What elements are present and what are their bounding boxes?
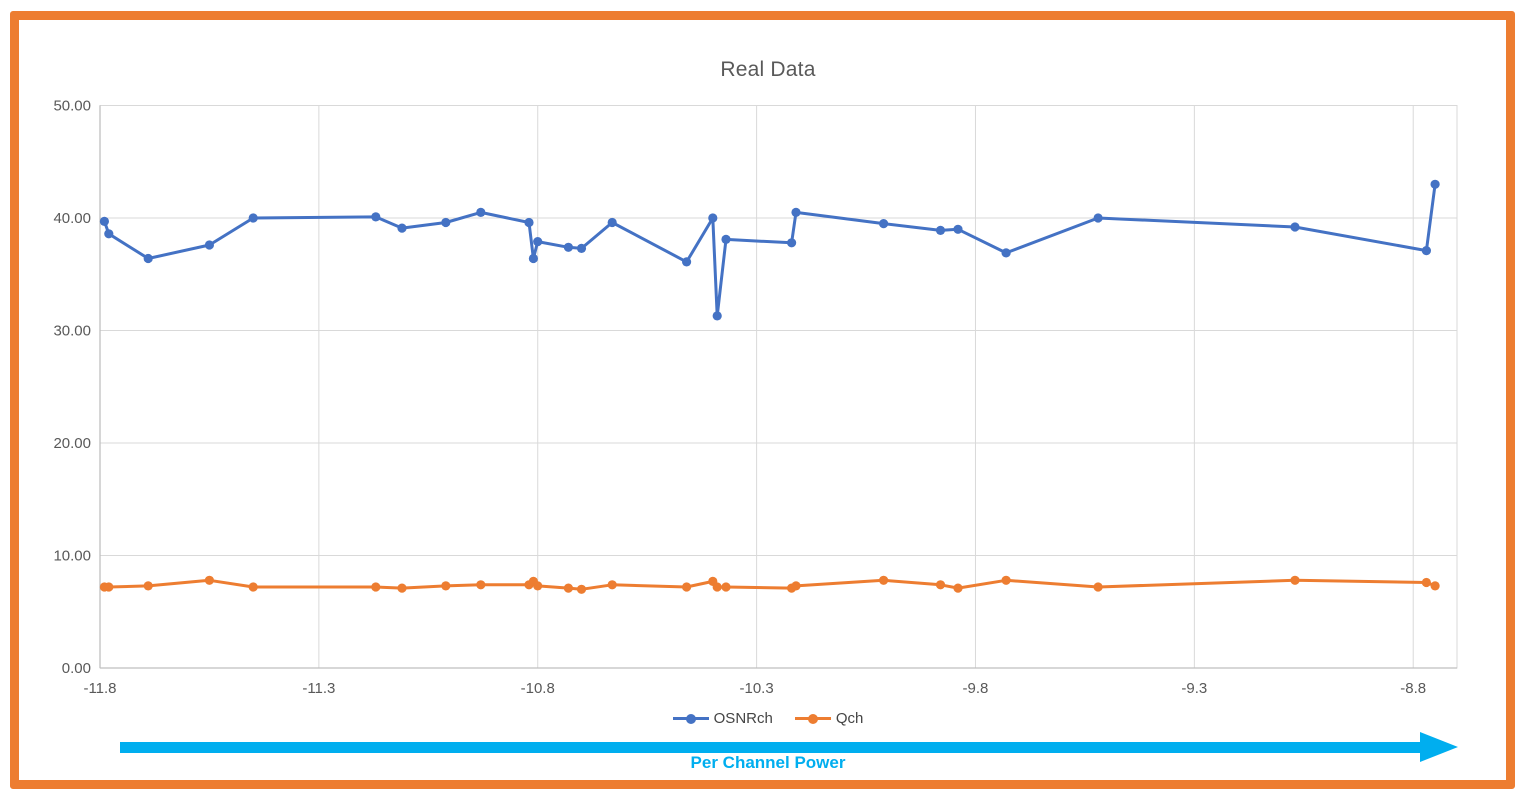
data-point-marker [721,582,731,592]
data-point-marker [935,225,946,235]
series [99,179,1440,594]
x-tick-label: -11.3 [302,680,335,697]
data-point-marker [528,253,539,264]
data-point-marker [533,237,543,247]
data-point-marker [1430,179,1440,189]
y-tick-label: 20.00 [53,435,91,452]
gridlines [99,105,1457,669]
data-point-marker [682,582,692,592]
x-tick-label: -9.3 [1181,680,1207,697]
data-point-marker [563,242,574,252]
legend-label: Qch [835,709,864,727]
data-point-marker [1290,222,1300,232]
data-point-marker [953,224,963,234]
axes [99,105,1458,669]
legend-marker-icon [794,713,831,724]
data-point-marker [1290,575,1300,585]
data-point-marker [99,216,109,226]
data-point-marker [712,582,722,592]
data-point-marker [204,240,214,250]
data-point-marker [1001,248,1011,258]
data-point-marker [712,311,722,321]
data-point-marker [371,582,381,592]
data-point-marker [563,583,574,593]
data-point-marker [476,207,486,217]
legend-label: OSNRch [713,709,773,727]
data-point-marker [935,580,946,590]
data-point-marker [953,583,963,593]
data-point-marker [1093,213,1103,223]
x-tick-label: -9.8 [963,680,989,697]
data-point-marker [1001,575,1011,585]
data-point-marker [791,581,801,591]
x-tick-label: -11.8 [83,680,116,697]
data-point-marker [397,583,407,593]
y-tick-label: 40.00 [53,210,91,227]
data-point-marker [721,234,731,244]
data-point-marker [607,580,617,590]
data-point-marker [476,580,486,590]
y-tick-label: 10.00 [53,548,91,565]
data-point-marker [371,212,381,222]
y-tick-label: 50.00 [53,98,91,115]
x-tick-label: -10.8 [521,680,555,697]
series-line [102,578,1437,591]
data-point-marker [533,581,543,591]
data-point-marker [104,582,114,592]
data-point-marker [1421,577,1431,588]
x-tick-label: -8.8 [1400,680,1426,697]
plot-border [99,105,1458,669]
data-point-marker [441,581,451,591]
data-point-marker [708,213,718,223]
data-point-marker [879,575,889,585]
data-point-marker [143,581,153,591]
data-point-marker [1421,246,1431,256]
legend-item-Qch: Qch [794,709,864,727]
data-point-marker [576,584,587,594]
chart-legend: OSNRch Qch [0,705,1536,731]
legend-marker-icon [672,713,709,724]
series-line [102,182,1437,318]
x-tick-label: -10.3 [740,680,774,697]
slide-border [10,11,1515,789]
data-point-marker [204,575,214,585]
data-point-marker [682,257,692,267]
y-tick-label: 0.00 [62,660,91,677]
tick-labels: 0.00 10.00 20.00 30.00 40.00 50.00 -11.8 -11.3 -… [53,98,1426,698]
legend-item-OSNRch: OSNRch [672,709,773,727]
data-point-marker [1093,582,1103,592]
data-point-marker [248,213,258,223]
data-point-marker [791,207,801,217]
data-point-marker [143,253,153,264]
data-point-marker [607,217,617,228]
series-Qch [99,575,1440,594]
data-point-marker [1430,581,1440,591]
y-tick-label: 30.00 [53,323,91,340]
data-point-marker [104,229,114,239]
data-point-marker [248,582,258,592]
data-point-marker [787,238,797,248]
data-point-marker [441,217,451,228]
data-point-marker [524,217,534,228]
data-point-marker [879,219,889,229]
data-point-marker [397,223,407,233]
series-OSNRch [99,179,1440,321]
data-point-marker [576,243,587,253]
chart-title: Real Data [720,58,816,81]
